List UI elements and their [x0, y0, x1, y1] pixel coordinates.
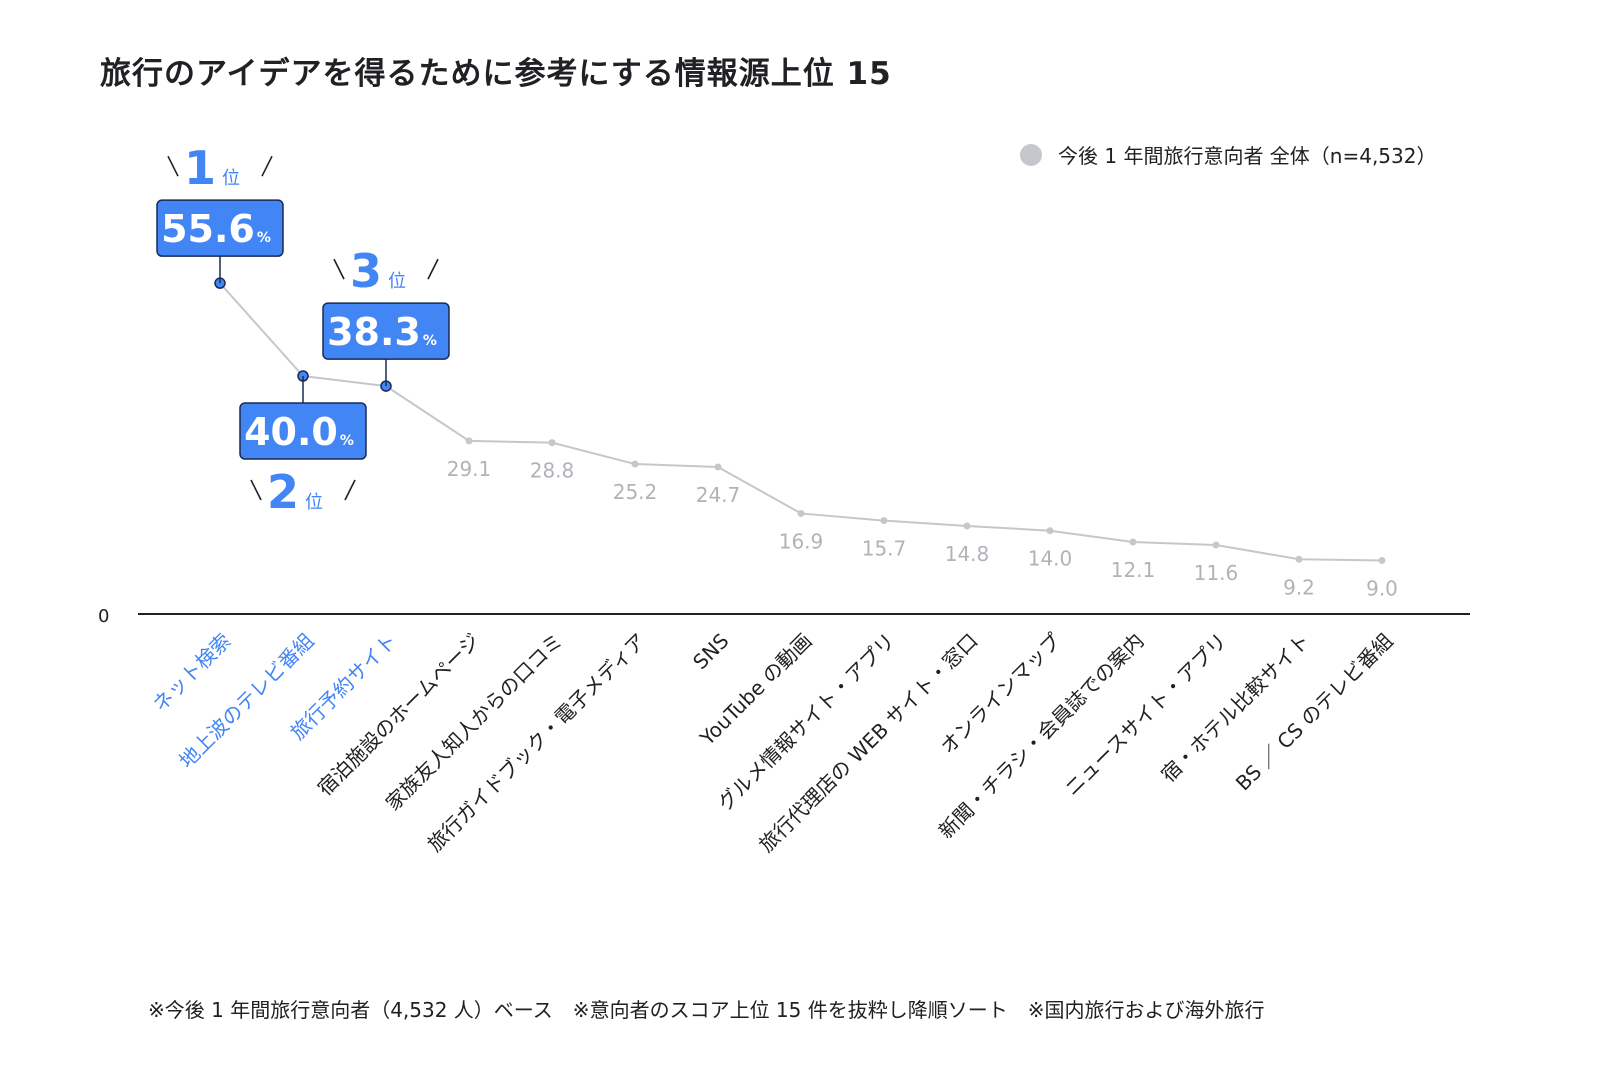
callout-box [156, 199, 284, 257]
data-point [1378, 556, 1386, 564]
data-point [1212, 541, 1220, 549]
data-label: 24.7 [696, 483, 741, 507]
callout-value: 55.6% [161, 207, 271, 251]
footnote: ※今後 1 年間旅行意向者（4,532 人）ベース ※意向者のスコア上位 15 … [148, 998, 1265, 1022]
rank-ray [261, 155, 273, 177]
callout-value: 38.3% [327, 310, 437, 354]
callout-box [239, 402, 367, 460]
y-zero-label: 0 [98, 606, 109, 627]
category-label: ネット検索 [148, 629, 236, 717]
category-label: ニュースサイト・アプリ [1060, 629, 1232, 801]
data-label: 14.0 [1028, 547, 1073, 571]
data-point [548, 439, 556, 447]
data-label: 29.1 [447, 457, 492, 481]
legend-label: 今後 1 年間旅行意向者 全体（n=4,532） [1058, 144, 1437, 168]
data-point [963, 522, 971, 530]
data-label: 12.1 [1111, 558, 1156, 582]
rank-ray [344, 479, 356, 501]
chart-title: 旅行のアイデアを得るために参考にする情報源上位 15 [100, 56, 892, 92]
rank-ray [427, 258, 439, 280]
data-point [1295, 555, 1303, 563]
rank-ray [250, 479, 262, 501]
data-point [714, 463, 722, 471]
category-label: 宿泊施設のホームページ [313, 629, 485, 801]
data-label: 9.2 [1283, 575, 1315, 599]
category-label: BS ／ CS のテレビ番組 [1231, 629, 1398, 796]
data-point [880, 517, 888, 525]
data-label: 11.6 [1194, 561, 1239, 585]
data-point [797, 509, 805, 517]
data-label: 28.8 [530, 459, 575, 483]
data-label: 15.7 [862, 537, 907, 561]
data-label: 25.2 [613, 480, 658, 504]
data-point [631, 460, 639, 468]
data-label: 9.0 [1366, 576, 1398, 600]
callout-box [322, 302, 450, 360]
data-point [1129, 538, 1137, 546]
category-label: 宿・ホテル比較サイト [1156, 629, 1314, 787]
data-label: 16.9 [779, 529, 824, 553]
data-point [1046, 527, 1054, 535]
rank-ray [167, 155, 179, 177]
data-label: 14.8 [945, 542, 990, 566]
data-point [465, 437, 473, 445]
callout-value: 40.0% [244, 410, 354, 454]
category-label: SNS [688, 629, 734, 675]
legend-marker [1020, 144, 1042, 166]
rank-ray [333, 258, 345, 280]
